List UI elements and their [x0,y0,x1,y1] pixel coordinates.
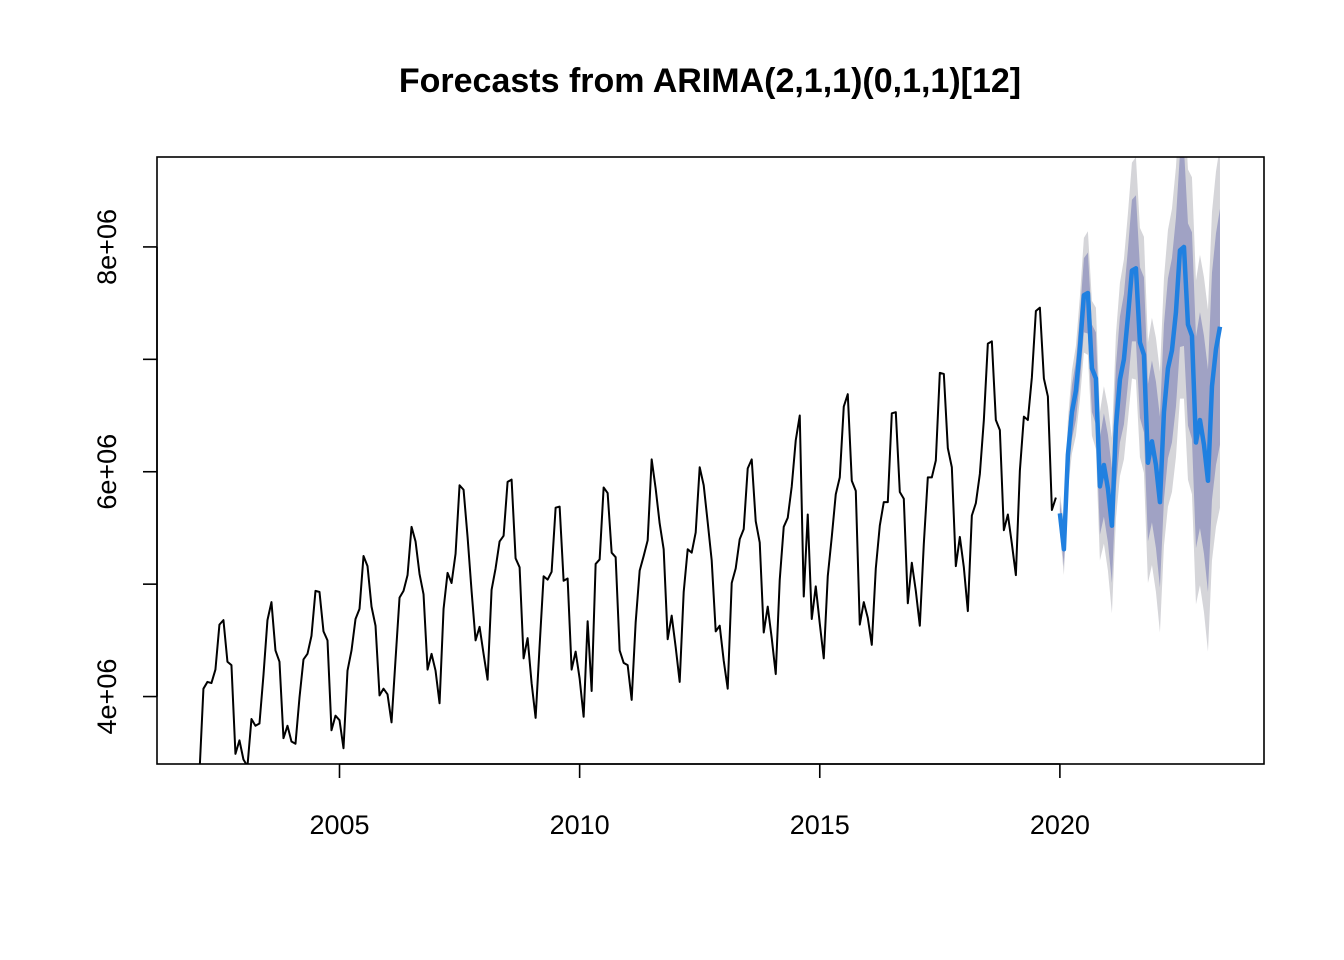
x-tick-label: 2005 [309,810,369,840]
x-tick-label: 2020 [1030,810,1090,840]
y-axis: 4e+06 6e+06 8e+06 [92,209,158,735]
y-tick-label: 8e+06 [92,209,122,285]
x-axis: 2005 2010 2015 2020 [309,763,1090,840]
x-tick-label: 2010 [550,810,610,840]
chart-title: Forecasts from ARIMA(2,1,1)(0,1,1)[12] [399,62,1021,100]
y-tick-label: 4e+06 [92,659,122,735]
y-tick-label: 6e+06 [92,434,122,510]
forecast-80-band [1059,157,1220,593]
plot-area [198,157,1223,764]
history-series-line [198,306,1057,764]
x-tick-label: 2015 [790,810,850,840]
forecast-mean-line [1057,244,1223,552]
